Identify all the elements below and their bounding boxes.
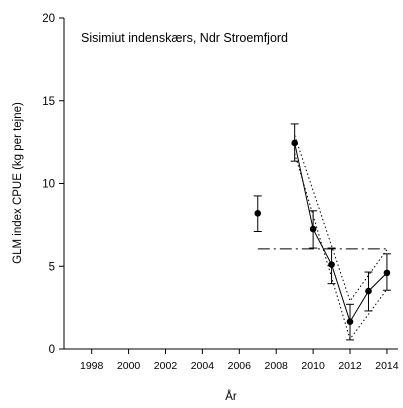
x-tick-label: 2002 (154, 360, 178, 372)
x-axis-label: År (225, 390, 237, 403)
x-tick-label: 2010 (301, 360, 325, 372)
fitted-line (294, 142, 388, 323)
data-point (328, 261, 335, 268)
y-tick-label: 10 (42, 179, 55, 191)
data-point (254, 209, 262, 217)
x-tick-label: 2012 (338, 360, 362, 372)
data-points (254, 139, 391, 325)
error-bars (253, 123, 391, 341)
y-axis-label: GLM index CPUE (kg per tejne) (12, 102, 24, 264)
x-tick-label: 2000 (117, 360, 141, 372)
confidence-band-lower (294, 153, 388, 341)
x-tick-label: 1998 (80, 360, 104, 372)
x-tick-label: 2008 (265, 360, 289, 372)
data-point (309, 225, 317, 233)
x-tick-label: 2004 (191, 360, 215, 372)
data-point (346, 318, 354, 325)
chart-title: Sisimiut indenskærs, Ndr Stroemfjord (81, 31, 288, 45)
y-ticks: 0 5 10 15 20 (42, 13, 64, 356)
y-tick-label: 5 (49, 261, 55, 273)
data-point (365, 287, 372, 295)
x-tick-label: 2006 (228, 360, 252, 372)
y-tick-label: 0 (49, 344, 55, 356)
data-point (383, 269, 391, 277)
y-tick-label: 15 (42, 96, 55, 108)
confidence-band-upper (294, 135, 388, 303)
y-tick-label: 20 (42, 13, 55, 25)
data-point (291, 139, 298, 147)
series-lines (257, 135, 388, 341)
x-tick-label: 2014 (375, 360, 399, 372)
x-ticks: 1998 2000 2002 2004 2006 2008 2010 2012 2014 (80, 349, 399, 372)
plot-area (63, 18, 398, 350)
